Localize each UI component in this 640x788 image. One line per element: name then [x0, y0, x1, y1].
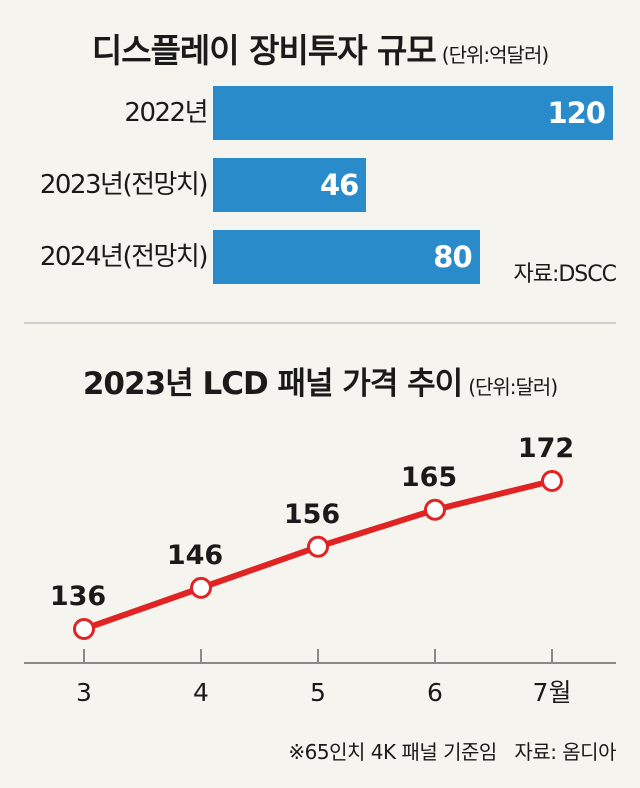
- bar-label-2022: 2022년: [124, 98, 208, 128]
- bar-row-2022: 2022년 120: [0, 86, 640, 140]
- line-chart: 3 4 5 6 7월 136 146 156 165 172: [24, 433, 616, 707]
- footnote-text: ※65인치 4K 패널 기준임: [288, 740, 497, 764]
- bar-row-2024: 2024년(전망치) 80: [0, 230, 640, 284]
- bar-2022: 120: [213, 86, 613, 140]
- data-label: 136: [50, 581, 106, 612]
- bar-chart-unit: (단위:억달러): [441, 43, 549, 67]
- data-label: 165: [401, 462, 457, 493]
- x-tick-label: 6: [427, 678, 443, 707]
- bar-value-2023: 46: [319, 168, 359, 202]
- line-chart-unit: (단위:달러): [468, 375, 558, 399]
- x-tick-label: 5: [310, 678, 326, 707]
- x-tick-label: 4: [193, 678, 209, 707]
- bar-chart-title: 디스플레이 장비투자 규모 (단위:억달러): [0, 24, 640, 72]
- bar-chart-source: 자료:DSCC: [513, 262, 617, 287]
- bar-label-2023: 2023년(전망치): [39, 170, 209, 200]
- line-chart-title: 2023년 LCD 패널 가격 추이 (단위:달러): [0, 358, 640, 403]
- line-chart-source: 자료: 옴디아: [514, 740, 616, 764]
- bar-row-2023: 2023년(전망치) 46: [0, 158, 640, 212]
- line-chart-footnote: ※65인치 4K 패널 기준임 자료: 옴디아: [288, 736, 616, 765]
- data-label: 172: [518, 433, 574, 464]
- data-point: [307, 535, 329, 558]
- bar-value-2024: 80: [433, 240, 472, 274]
- bar-2024: 80: [213, 230, 480, 284]
- x-tick-label: 3: [76, 678, 92, 707]
- line-chart-title-text: 2023년 LCD 패널 가격 추이: [82, 366, 463, 402]
- bar-value-2022: 120: [547, 96, 606, 130]
- bar-chart-title-text: 디스플레이 장비투자 규모: [91, 31, 437, 70]
- data-point: [541, 470, 563, 492]
- data-point: [190, 576, 212, 599]
- bar-2023: 46: [213, 158, 367, 212]
- data-point: [73, 618, 95, 640]
- data-point: [424, 498, 446, 521]
- data-label: 146: [167, 540, 223, 571]
- bar-label-2024: 2024년(전망치): [39, 242, 209, 272]
- data-label: 156: [284, 499, 340, 530]
- section-divider: [24, 322, 616, 324]
- x-tick-label: 7월: [533, 678, 572, 707]
